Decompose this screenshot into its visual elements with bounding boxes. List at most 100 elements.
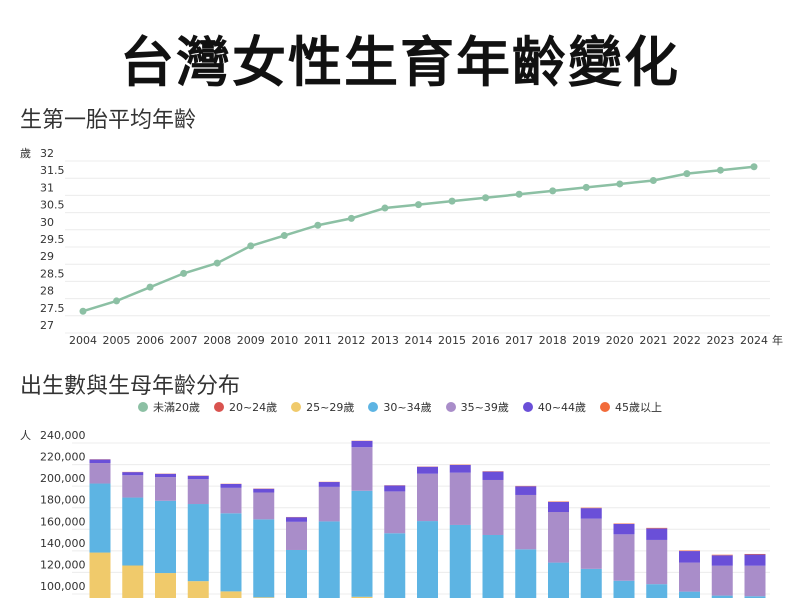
bar-segment	[548, 562, 569, 598]
data-point	[180, 269, 188, 277]
bar-segment	[515, 549, 537, 598]
y-tick-label: 220,000	[40, 451, 86, 464]
bar-segment	[482, 479, 504, 535]
bar-segment	[122, 475, 144, 498]
bar-segment	[711, 595, 733, 598]
bar-segment	[122, 472, 144, 476]
x-tick-label: 2014	[405, 334, 433, 347]
bar-segment	[155, 573, 176, 598]
bar-segment	[449, 472, 471, 525]
data-point	[79, 307, 87, 315]
data-point	[448, 197, 456, 205]
bar-segment	[613, 534, 635, 581]
data-point	[146, 283, 154, 291]
bar-segment	[580, 568, 602, 598]
bar-segment	[253, 597, 275, 598]
data-point	[649, 177, 657, 185]
y-tick-label: 140,000	[40, 537, 86, 550]
bar-segment	[449, 524, 471, 598]
bar-segment	[384, 491, 406, 534]
bar-segment	[744, 554, 766, 566]
data-point	[750, 163, 758, 171]
bar-segment	[253, 519, 275, 598]
bar-segment	[187, 475, 209, 480]
bar-segment	[482, 471, 504, 480]
legend-label: 40~44歲	[537, 401, 587, 414]
bar-segment	[646, 539, 668, 585]
bar-segment	[449, 464, 471, 473]
y-tick-label: 28.5	[40, 267, 65, 280]
legend-label: 未滿20歲	[152, 401, 200, 414]
bar-segment	[580, 508, 602, 519]
x-tick-label: 2022	[673, 334, 701, 347]
bar-segment	[318, 486, 340, 522]
bar-segment	[711, 565, 733, 596]
bar-segment	[744, 553, 766, 555]
bar-segment	[89, 552, 111, 598]
legend-swatch-icon	[137, 402, 148, 412]
bar-segment	[744, 565, 766, 597]
data-point	[515, 190, 523, 198]
bar-segment	[515, 494, 537, 550]
legend-item[interactable]: 20~24歲	[213, 399, 278, 415]
x-tick-label: 2004	[69, 334, 97, 347]
legend-swatch-icon	[368, 402, 379, 412]
y-tick-label: 200,000	[40, 472, 86, 485]
bar-segment	[286, 517, 307, 522]
bar-segment	[351, 490, 373, 597]
y-tick-label: 27.5	[40, 302, 65, 315]
data-point	[381, 204, 389, 212]
x-tick-label: 2013	[371, 334, 399, 347]
bar-segment	[318, 482, 340, 487]
data-point	[113, 297, 121, 305]
legend-item[interactable]: 45歲以上	[600, 399, 662, 415]
bar-segment	[646, 527, 668, 529]
legend-item[interactable]: 未滿20歲	[137, 399, 200, 415]
bar-segment	[679, 591, 700, 598]
x-tick-label: 2011	[304, 334, 332, 347]
bar-legend: 未滿20歲 20~24歲 25~29歲 30~34歲 35~39歲 40~44歲 45歲以上	[0, 399, 800, 415]
data-point	[616, 180, 624, 188]
bar-segment	[155, 477, 176, 501]
bar-segment	[220, 487, 242, 514]
bar-segment	[89, 463, 111, 484]
y-axis-unit: 歲	[20, 146, 31, 160]
legend-item[interactable]: 25~29歲	[291, 399, 354, 415]
data-point	[549, 187, 557, 195]
legend-label: 35~39歲	[460, 401, 509, 414]
data-point	[347, 214, 355, 222]
legend-item[interactable]: 40~44歲	[522, 399, 587, 415]
bar-segment	[351, 596, 373, 598]
bar-segment	[417, 466, 438, 474]
legend-label: 20~24歲	[228, 401, 278, 414]
bar-segment	[384, 485, 406, 492]
bar-segment	[187, 581, 209, 598]
data-point	[314, 221, 322, 229]
bar-segment	[253, 492, 275, 520]
y-axis-unit: 人	[20, 429, 31, 442]
x-axis-unit: 年	[772, 333, 783, 347]
bar-segment	[122, 565, 144, 598]
legend-item[interactable]: 30~34歲	[368, 399, 432, 415]
x-tick-label: 2006	[136, 334, 164, 347]
legend-item[interactable]: 35~39歲	[445, 399, 509, 415]
bar-segment	[220, 591, 242, 598]
y-tick-label: 29	[40, 250, 54, 263]
x-tick-label: 2023	[706, 334, 734, 347]
bar-segment	[613, 580, 635, 598]
bar-chart-title: 出生數與生母年齡分布	[20, 374, 241, 399]
x-tick-label: 2005	[103, 334, 131, 347]
bar-segment	[711, 555, 733, 566]
bar-segment	[351, 440, 373, 448]
data-point	[280, 232, 288, 240]
bar-segment	[646, 584, 668, 598]
legend-swatch-icon	[522, 402, 533, 412]
bar-segment	[220, 513, 242, 592]
line-chart: 27 27.5 28 28.5 29 29.5 30 30.5 31 31.5 32 歲 2004 200…	[20, 146, 783, 347]
y-tick-label: 27	[40, 319, 54, 332]
legend-label: 45歲以上	[615, 401, 663, 414]
bar-segment	[613, 523, 635, 535]
data-point	[415, 201, 422, 209]
data-point	[683, 170, 691, 178]
